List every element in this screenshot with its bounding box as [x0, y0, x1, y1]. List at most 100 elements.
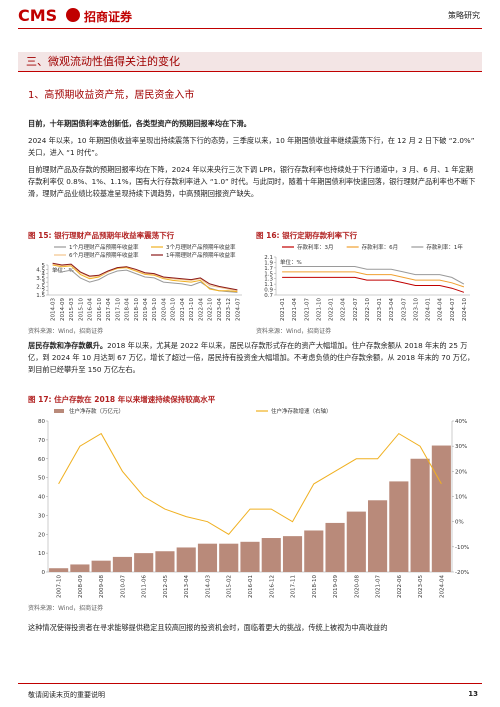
x-tick-label: 2023-07	[401, 298, 407, 321]
bar	[91, 560, 111, 572]
x-tick-label: 2023-04	[389, 298, 395, 321]
x-tick-label: 2021-04	[180, 298, 186, 321]
legend-label: 住户净存款（万亿元）	[69, 407, 124, 415]
x-tick-label: 2009-08	[99, 575, 105, 598]
line	[282, 276, 465, 293]
y-tick-label: 60	[38, 457, 45, 463]
x-tick-label: 2018-10	[134, 298, 140, 321]
line	[282, 271, 465, 288]
x-tick-label: 2024-04	[438, 298, 444, 321]
y-tick-label: 4	[42, 272, 46, 278]
y-tick-label: 1.5	[36, 293, 45, 299]
x-tick-label: 2022-10	[208, 298, 214, 321]
x-tick-label: 2021-07	[376, 575, 382, 598]
x-tick-label: 2017-10	[115, 298, 121, 321]
line	[52, 262, 238, 291]
bar	[282, 536, 303, 572]
legend-label: 存款利率：6月	[362, 243, 399, 251]
x-tick-label: 2019-10	[152, 298, 158, 321]
x-tick-label: 2016-10	[97, 298, 103, 321]
y-tick-label: 70	[38, 438, 45, 444]
x-tick-label: 2023-04	[217, 298, 223, 321]
section-title: 三、微观流动性值得关注的变化	[18, 52, 482, 72]
y2-tick-label: 40%	[455, 419, 467, 425]
x-tick-label: 2023-12	[226, 298, 232, 321]
x-tick-label: 2024-04	[439, 575, 445, 598]
x-tick-label: 2011-06	[142, 575, 148, 598]
y-tick-label: 80	[38, 419, 45, 425]
y2-tick-label: 10%	[455, 495, 467, 501]
bar	[219, 543, 239, 572]
y-tick-label: 20	[38, 532, 45, 538]
y-tick-label: 10	[38, 551, 45, 557]
x-tick-label: 2016-01	[248, 575, 254, 598]
x-tick-label: 2014-03	[205, 575, 211, 598]
x-tick-label: 2007-10	[57, 575, 63, 598]
source: 资料来源：Wind，招商证券	[28, 328, 104, 335]
bar	[389, 481, 409, 572]
x-tick-label: 2021-01	[280, 298, 286, 321]
y-tick-label: 2.1	[264, 255, 273, 261]
unit: 单位：%	[52, 266, 74, 274]
y-tick-label: 50	[38, 476, 45, 482]
legend-label: 6个月理财产品预期年收益率	[69, 251, 139, 259]
y-tick-label: 1.3	[264, 277, 273, 283]
line	[52, 263, 238, 292]
x-tick-label: 2019-09	[333, 575, 339, 598]
line	[58, 432, 442, 535]
x-tick-label: 2012-05	[163, 575, 169, 598]
y2-tick-label: 20%	[455, 469, 467, 475]
paragraph: 这种情况使得投资者在寻求能够提供稳定且较高回报的投资机会时，面临着更大的挑战，传…	[28, 623, 388, 632]
legend-label: 存款利率：1年	[426, 243, 463, 251]
y-tick-label: 30	[38, 513, 45, 519]
paragraph: 居民存款和净存款飙升。2018 年以来，尤其是 2022 年以来，居民以存款形式…	[28, 340, 476, 376]
bar	[49, 568, 69, 572]
page-number: 13	[468, 690, 478, 698]
y-tick-label: 1.7	[264, 266, 273, 272]
bar	[197, 543, 218, 572]
paragraph: 目前理财产品及存款的预期回报率均在下降，2024 年以来央行三次下调 LPR，银…	[28, 165, 476, 198]
x-tick-label: 2022-06	[397, 575, 403, 598]
lead: 居民存款和净存款飙升。	[28, 341, 108, 350]
bar	[155, 551, 175, 572]
x-tick-label: 2008-09	[78, 575, 84, 598]
x-tick-label: 2023-01	[377, 298, 383, 321]
y-tick-label: 4.5	[36, 267, 45, 273]
x-tick-label: 2024-07	[450, 298, 456, 321]
logo-icon	[66, 8, 80, 22]
bar	[325, 522, 345, 572]
figure-title: 图 16: 银行定期存款利率下行	[256, 231, 358, 240]
bar	[134, 553, 154, 572]
y2-tick-label: 0%	[455, 520, 464, 526]
bar	[346, 511, 366, 572]
chart: 0.70.91.11.31.51.71.92.1 2021-01 2021-04 20…	[264, 243, 470, 321]
subsection-title: 1、高预期收益资产荒，居民资金入市	[28, 90, 195, 101]
rule	[18, 683, 482, 684]
legend-label: 存款利率：3月	[297, 243, 334, 251]
x-tick-label: 2016-04	[88, 298, 94, 321]
y-tick-label: 0.7	[264, 293, 273, 299]
y-tick-label: 3.5	[36, 276, 45, 282]
x-tick-label: 2018-04	[125, 298, 131, 321]
y-tick-label: 0.9	[264, 288, 273, 294]
x-tick-label: 2022-04	[341, 298, 347, 321]
x-tick-label: 2015-03	[69, 298, 75, 321]
figure-title: 图 17: 住户存款在 2018 年以来增速持续保持较高水平	[28, 395, 216, 404]
y-tick-label: 5	[42, 263, 46, 269]
text: 2018 年以来，尤其是 2022 年以来，居民以存款形式存在的资产大幅增加。住…	[28, 341, 475, 374]
paragraph: 2024 年以来，10 年期国债收益率呈现出持续震荡下行的态势，三季度以来，10…	[28, 136, 475, 157]
x-tick-label: 2020-10	[171, 298, 177, 321]
source: 资料来源：Wind，招商证券	[28, 605, 104, 612]
x-tick-label: 2024-07	[235, 298, 241, 321]
line	[282, 266, 465, 285]
x-tick-label: 2021-10	[189, 298, 195, 321]
y-tick-label: 1.1	[264, 282, 273, 288]
logo: CMS	[18, 6, 58, 25]
legend-key	[54, 409, 64, 413]
y-tick-label: 1.9	[264, 260, 273, 266]
bar	[431, 445, 451, 572]
x-tick-label: 2023-10	[413, 298, 419, 321]
x-tick-label: 2013-04	[184, 575, 190, 598]
y-tick-label: 1.5	[264, 271, 273, 277]
